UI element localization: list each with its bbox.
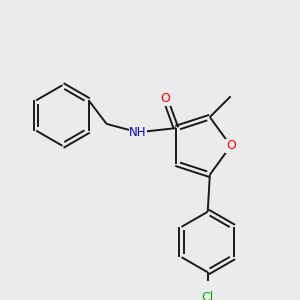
Text: O: O [226, 140, 236, 152]
Text: O: O [160, 92, 170, 105]
Text: NH: NH [129, 126, 147, 139]
Text: Cl: Cl [202, 291, 214, 300]
